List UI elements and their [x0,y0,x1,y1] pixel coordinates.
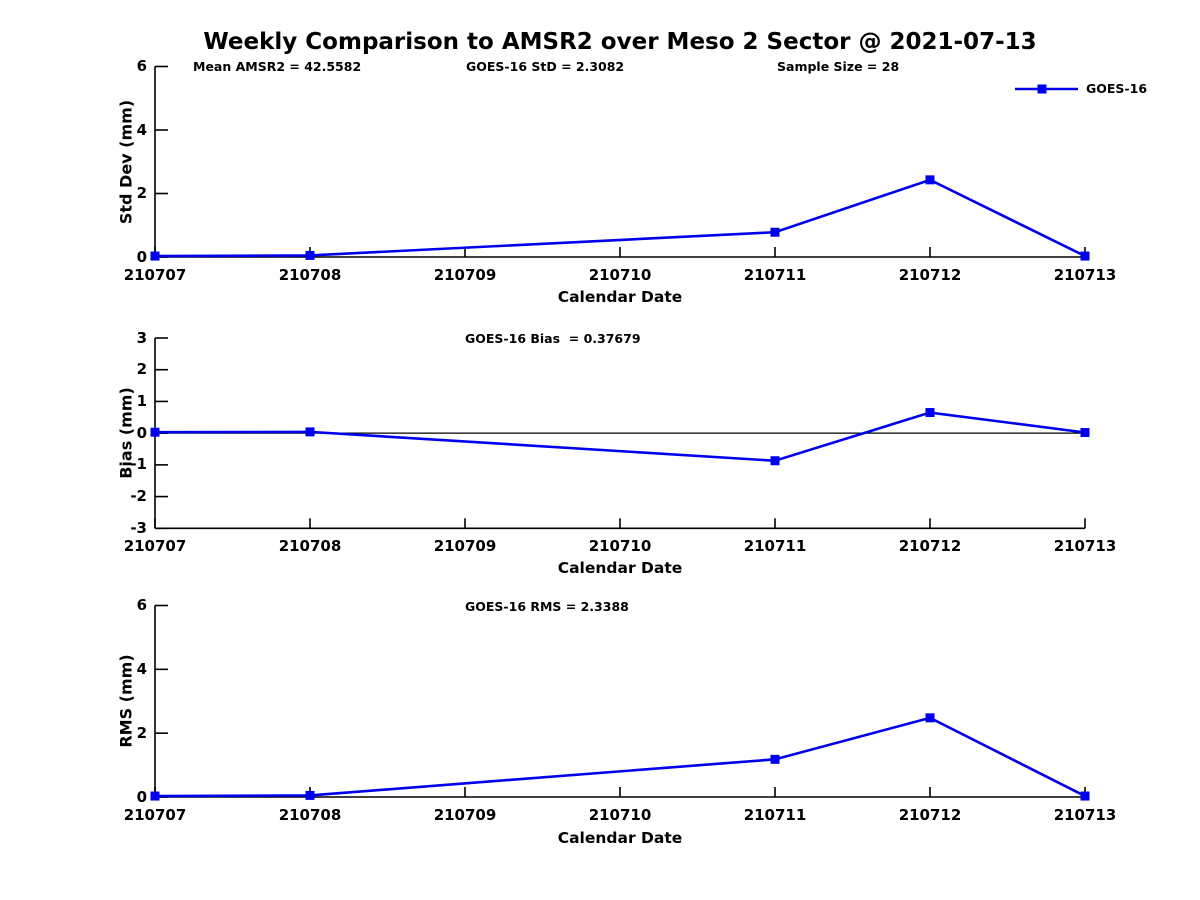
data-point-marker [150,251,160,261]
x-tick-label: 210711 [743,266,807,284]
y-tick-label: 4 [136,659,147,678]
data-point-marker [925,713,935,723]
data-point-marker [1080,791,1090,801]
data-point-marker [770,754,780,764]
x-tick-label: 210711 [743,806,807,824]
y-tick-label: 0 [136,247,147,266]
data-line [154,716,1086,798]
legend-marker-icon [1037,84,1047,94]
y-tick-label: -2 [130,487,147,506]
y-tick-label: -1 [130,455,147,474]
data-point-marker [150,791,160,801]
x-axis-label-rms: Calendar Date [557,829,683,847]
data-line [154,411,1086,463]
x-tick-label: 210708 [278,266,342,284]
stat-mean-amsr2: Mean AMSR2 = 42.5582 [193,59,362,74]
x-tick-label: 210713 [1053,806,1117,824]
data-point-marker [770,227,780,237]
figure-title: Weekly Comparison to AMSR2 over Meso 2 S… [203,29,1037,55]
y-tick-label: 6 [136,57,147,75]
y-tick-label: 0 [136,787,147,806]
x-tick-label: 210712 [898,806,962,824]
y-tick-label: 2 [136,184,147,202]
x-tick-label: 210709 [433,806,497,824]
data-point-marker [150,427,160,437]
x-tick-label: 210710 [588,266,652,284]
y-tick-label: 1 [136,391,147,410]
x-tick-label: 210708 [278,537,342,556]
y-tick-label: 4 [136,120,147,139]
x-tick-label: 210711 [743,537,807,556]
data-point-marker [770,456,780,466]
data-line [154,178,1086,258]
x-tick-label: 210707 [123,266,187,284]
y-tick-label: 0 [136,423,147,442]
stat-sample-size: Sample Size = 28 [777,59,900,74]
data-point-marker [1080,251,1090,261]
data-point-marker [925,175,935,185]
data-point-marker [305,790,315,800]
x-tick-label: 210707 [123,806,187,824]
x-tick-label: 210710 [588,806,652,824]
y-tick-label: -3 [130,518,147,537]
data-point-marker [925,408,935,418]
legend-label: GOES-16 [1086,81,1148,96]
x-tick-label: 210713 [1053,266,1117,284]
y-axis-label-std-dev: Std Dev (mm) [116,99,136,225]
x-tick-label: 210707 [123,537,187,556]
x-axis-label-bias: Calendar Date [557,559,683,577]
data-point-marker [305,250,315,260]
data-point-marker [1080,428,1090,438]
x-tick-label: 210709 [433,537,497,556]
x-tick-label: 210709 [433,266,497,284]
y-tick-label: 2 [136,360,147,379]
x-tick-label: 210712 [898,266,962,284]
x-tick-label: 210708 [278,806,342,824]
stat-goes16-std: GOES-16 StD = 2.3082 [466,59,625,74]
data-point-marker [305,427,315,437]
x-tick-label: 210712 [898,537,962,556]
bias-annotation: GOES-16 Bias = 0.37679 [465,331,641,346]
x-tick-label: 210713 [1053,537,1117,556]
x-axis-label-std-dev: Calendar Date [557,288,683,306]
x-tick-label: 210710 [588,537,652,556]
y-tick-label: 2 [136,723,147,742]
rms-annotation: GOES-16 RMS = 2.3388 [465,599,629,614]
y-tick-label: 6 [136,596,147,614]
y-tick-label: 3 [136,328,147,347]
